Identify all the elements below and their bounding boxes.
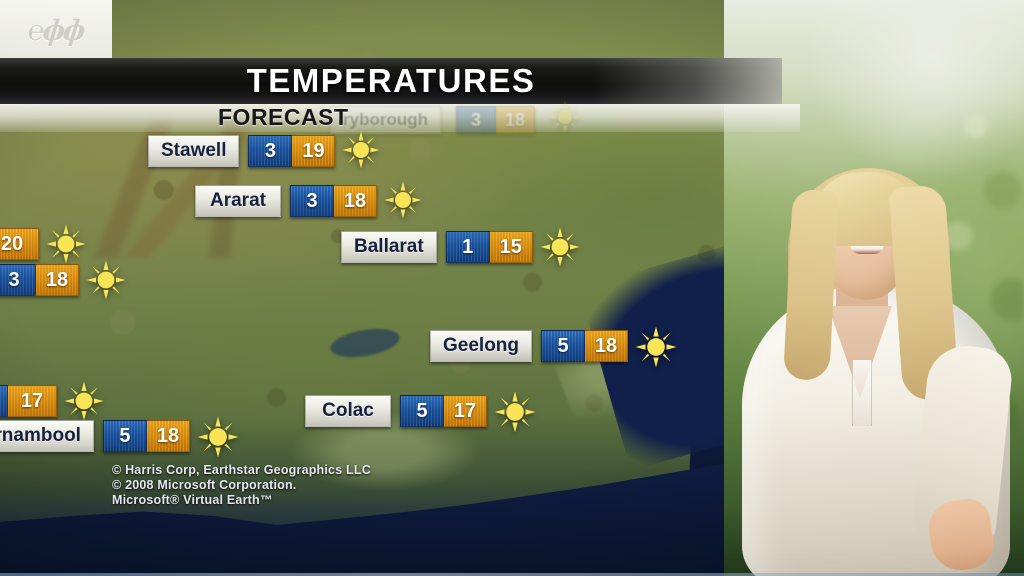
fading-forecast-row: ryborough 3 18 (330, 100, 588, 140)
sun-icon (342, 131, 382, 171)
map-copyright: © Harris Corp, Earthstar Geographics LLC… (112, 463, 371, 508)
min-temperature: 3 (456, 106, 496, 134)
subtitle-banner (0, 104, 800, 132)
city-name-plate: Ballarat (341, 231, 437, 263)
page-title: TEMPERATURES (246, 62, 536, 99)
max-temperature: 18 (146, 420, 190, 452)
max-temperature: 19 (292, 135, 336, 167)
sun-icon (197, 416, 239, 458)
min-temperature: 3 (0, 264, 36, 296)
weather-presenter (724, 0, 1024, 576)
forecast-row-stawell: Stawell 3 19 (148, 131, 382, 171)
sun-icon (635, 326, 677, 368)
max-temperature: 18 (496, 106, 535, 134)
city-name-plate: ryborough (330, 106, 441, 134)
forecast-row-colac: Colac 5 17 (305, 391, 536, 433)
max-temperature: 15 (489, 231, 533, 263)
bottom-edge-line (0, 573, 1024, 576)
city-name-plate: Colac (305, 395, 391, 427)
presenter-placket (852, 360, 872, 426)
copyright-line-2: © 2008 Microsoft Corporation. (112, 478, 297, 492)
sun-icon (548, 100, 588, 140)
presenter-lighting (724, 0, 1024, 576)
copyright-line-1: © Harris Corp, Earthstar Geographics LLC (112, 463, 371, 477)
min-temperature: 1 (445, 231, 490, 263)
max-temperature: 17 (444, 395, 487, 427)
city-name-plate: Stawell (148, 135, 240, 167)
forecast-row-warrnambool: rrnambool 5 18 (0, 416, 239, 458)
city-name-plate: rrnambool (0, 420, 94, 452)
forecast-row-geelong: Geelong 5 18 (430, 326, 677, 368)
forecast-row-ararat: Ararat 3 18 (195, 181, 424, 221)
max-temperature: 17 (8, 385, 57, 417)
sun-icon (540, 227, 580, 267)
min-temperature: 5 (102, 420, 147, 452)
min-temperature: 3 (248, 135, 293, 167)
sun-icon (494, 391, 536, 433)
sun-icon (86, 260, 126, 300)
forecast-row-edge-1: 3 18 (0, 260, 126, 300)
logo-glyph-icon: ℮ɸɸ (26, 14, 86, 47)
sun-icon (46, 224, 86, 264)
title-banner: TEMPERATURES (0, 58, 782, 104)
min-temperature: 3 (290, 185, 334, 217)
city-name-plate: Ararat (195, 185, 281, 217)
copyright-line-3: Microsoft® Virtual Earth™ (112, 493, 273, 507)
max-temperature: 20 (0, 228, 39, 260)
subtitle-label: FORECAST (218, 104, 349, 130)
sun-icon (384, 181, 424, 221)
coastal-highlight-west (255, 415, 515, 505)
forecast-row-edge-0: 20 (0, 224, 86, 264)
channel-logo-watermark: ℮ɸɸ (0, 0, 112, 62)
max-temperature: 18 (36, 264, 79, 296)
forecast-row-ballarat: Ballarat 1 15 (341, 227, 580, 267)
min-temperature (0, 385, 8, 417)
max-temperature: 18 (585, 330, 629, 362)
forecast-row-edge-2: 17 (0, 381, 104, 421)
max-temperature: 18 (334, 185, 377, 217)
min-temperature: 5 (400, 395, 444, 427)
min-temperature: 5 (541, 330, 586, 362)
sun-icon (64, 381, 104, 421)
city-name-plate: Geelong (430, 330, 533, 362)
